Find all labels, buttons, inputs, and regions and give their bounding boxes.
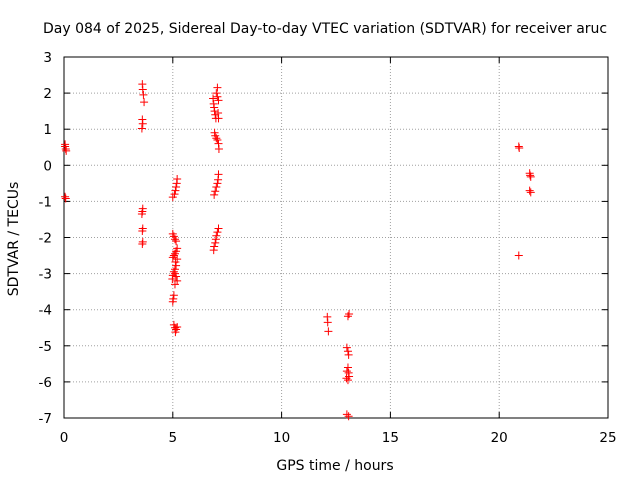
data-point: [212, 89, 221, 98]
data-point: [211, 235, 220, 244]
chart-title: Day 084 of 2025, Sidereal Day-to-day VTE…: [43, 21, 607, 37]
y-tick-label: 3: [43, 50, 52, 66]
x-axis-label: GPS time / hours: [276, 458, 393, 474]
data-point: [344, 412, 353, 421]
x-tick-label: 20: [491, 430, 508, 446]
data-point: [514, 251, 523, 260]
data-point: [213, 179, 222, 188]
data-points: [61, 80, 535, 421]
data-point: [172, 182, 181, 191]
data-point: [170, 280, 179, 289]
data-point: [214, 175, 223, 184]
data-point: [323, 318, 332, 327]
y-axis-label: SDTVAR / TECUs: [6, 182, 22, 297]
data-point: [140, 98, 149, 107]
data-point: [525, 186, 534, 195]
data-point: [342, 374, 351, 383]
data-point: [171, 328, 180, 337]
y-tick-label: -4: [39, 303, 52, 319]
data-point: [212, 134, 221, 143]
y-tick-labels: -7 -6 -5 -4 -3 -2 -1 0 1 2 3: [39, 50, 52, 427]
x-tick-label: 15: [382, 430, 399, 446]
data-point: [210, 107, 219, 116]
data-point: [169, 291, 178, 300]
data-point: [213, 92, 222, 101]
data-point: [210, 190, 219, 199]
data-point: [138, 227, 147, 236]
data-point: [62, 146, 71, 155]
axes: [63, 56, 609, 419]
data-point: [137, 210, 146, 219]
data-point: [138, 85, 147, 94]
x-tick-label: 5: [169, 430, 178, 446]
data-point: [214, 114, 223, 123]
data-point: [214, 224, 223, 233]
y-tick-label: 0: [43, 158, 52, 174]
x-tick-label: 10: [273, 430, 290, 446]
data-point: [342, 343, 351, 352]
y-tick-label: -7: [39, 411, 52, 427]
data-point: [172, 237, 181, 246]
data-point: [343, 363, 352, 372]
data-point: [213, 136, 222, 145]
data-point: [172, 261, 181, 270]
data-point: [211, 238, 220, 247]
data-point: [214, 145, 223, 154]
data-point: [61, 194, 70, 203]
data-point: [138, 119, 147, 128]
data-point: [169, 267, 178, 276]
data-point: [526, 172, 535, 181]
data-point: [137, 124, 146, 133]
data-point: [212, 182, 221, 191]
data-point: [343, 347, 352, 356]
data-point: [526, 171, 535, 180]
data-point: [213, 83, 222, 92]
data-point: [344, 350, 353, 359]
data-point: [171, 258, 180, 267]
data-point: [168, 297, 177, 306]
data-point: [214, 96, 223, 105]
y-tick-label: -6: [39, 375, 52, 391]
y-tick-label: 2: [43, 86, 52, 102]
data-point: [343, 312, 352, 321]
data-point: [172, 179, 181, 188]
y-tick-label: 1: [43, 122, 52, 138]
data-point: [342, 367, 351, 376]
data-point: [169, 251, 178, 260]
data-point: [173, 276, 182, 285]
grid-lines: [64, 57, 608, 418]
data-point: [171, 186, 180, 195]
data-point: [526, 188, 535, 197]
data-point: [211, 187, 220, 196]
data-point: [170, 235, 179, 244]
data-point: [168, 253, 177, 262]
data-point: [343, 376, 352, 385]
data-point: [324, 327, 333, 336]
data-point: [345, 310, 354, 319]
data-point: [139, 90, 148, 99]
data-point: [173, 323, 182, 332]
y-tick-label: -1: [39, 194, 52, 210]
x-tick-labels: 0 5 10 15 20 25: [60, 430, 617, 446]
data-point: [213, 228, 222, 237]
data-point: [209, 246, 218, 255]
data-point: [168, 193, 177, 202]
x-tick-label: 25: [599, 430, 616, 446]
data-point: [342, 410, 351, 419]
data-point: [138, 239, 147, 248]
x-tick-label: 0: [60, 430, 69, 446]
data-point: [209, 94, 218, 103]
data-point: [172, 272, 181, 281]
y-tick-label: -3: [39, 267, 52, 283]
data-point: [61, 192, 70, 201]
y-tick-label: -2: [39, 231, 52, 247]
y-tick-label: -5: [39, 339, 52, 355]
data-point: [515, 143, 524, 152]
